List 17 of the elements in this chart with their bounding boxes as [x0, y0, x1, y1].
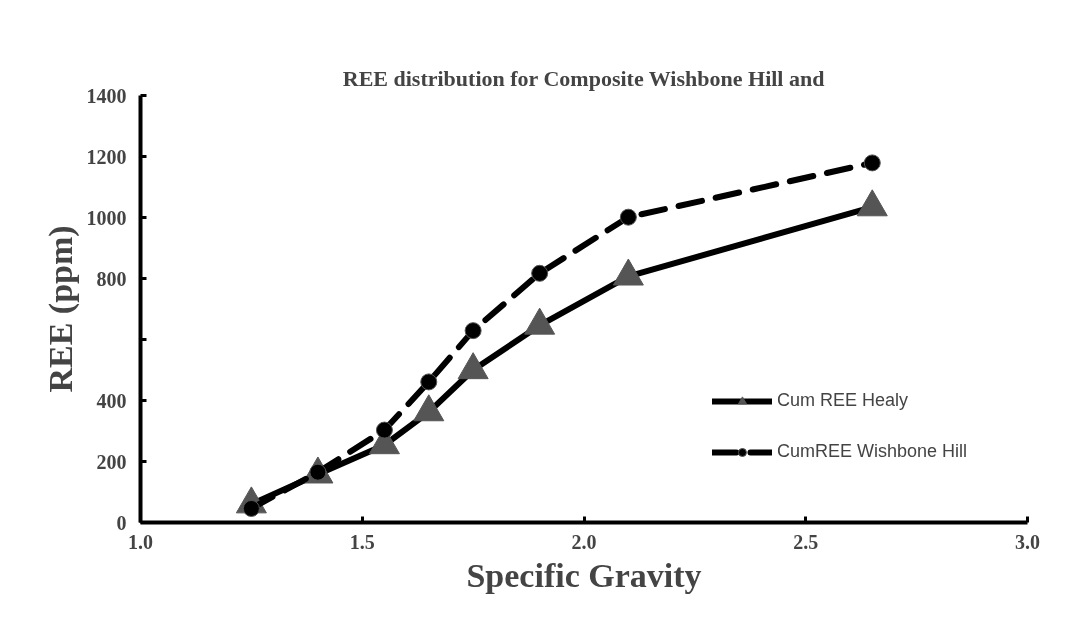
y-tick-label: 0	[116, 511, 127, 534]
y-tick-label: 200	[96, 450, 127, 473]
x-axis-title: Specific Gravity	[466, 556, 702, 594]
y-tick-label: 800	[96, 267, 127, 290]
x-tick-label: 1.0	[128, 530, 153, 553]
x-tick-label: 1.5	[349, 530, 375, 553]
y-axis-title: REE (ppm)	[41, 225, 80, 393]
chart-title: REE distribution for Composite Wishbone Hill and	[342, 65, 825, 91]
y-tick-label: 1400	[86, 84, 127, 107]
legend-label: CumREE Wishbone Hill	[776, 441, 967, 462]
y-tick-label: 1000	[86, 206, 127, 229]
y-tick-label: 400	[96, 389, 127, 412]
y-tick-label: 1200	[86, 145, 127, 168]
x-tick-label: 2.0	[571, 530, 597, 553]
x-tick-label: 3.0	[1015, 530, 1040, 553]
legend-label: Cum REE Healy	[776, 390, 908, 411]
x-tick-label: 2.5	[793, 530, 819, 553]
